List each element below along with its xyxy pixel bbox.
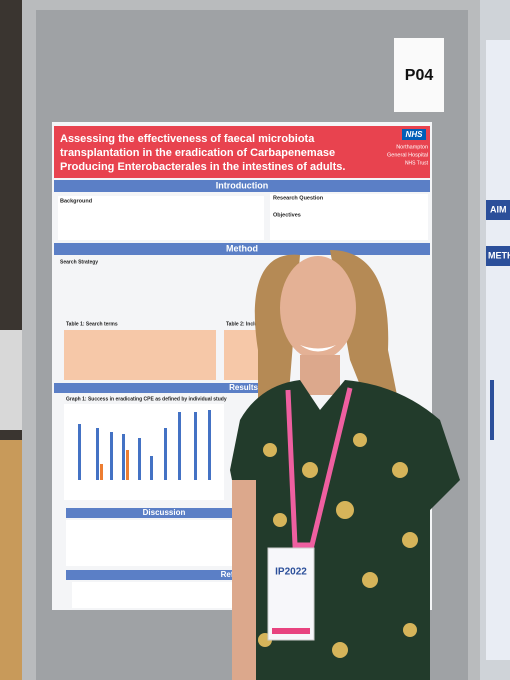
section-heading: Refe	[221, 570, 239, 579]
arm	[232, 480, 256, 680]
section-bar	[66, 508, 262, 518]
text-block	[66, 520, 262, 566]
nhs-logo-text: NHS	[406, 130, 424, 139]
graph	[64, 404, 224, 500]
subheading: Search Strategy	[60, 259, 98, 265]
badge-strip	[272, 628, 310, 634]
section-heading: Results	[229, 383, 258, 392]
poster-number: P04	[405, 67, 434, 84]
badge	[267, 547, 315, 641]
poster-title: Assessing the effectiveness of faecal mi…	[60, 133, 315, 145]
section-bar	[66, 570, 262, 580]
section-bar	[54, 383, 264, 393]
org: Northampton	[396, 144, 428, 150]
org: NHS Trust	[405, 160, 429, 166]
org: General Hospital	[387, 152, 428, 158]
face	[280, 256, 356, 360]
neck	[300, 355, 340, 395]
poster-title: transplantation in the eradication of Ca…	[60, 147, 335, 159]
side-header	[486, 246, 510, 266]
side-header	[486, 200, 510, 220]
graph-bars	[78, 410, 211, 480]
poster-title: Producing Enterobacterales in the intest…	[60, 161, 345, 173]
text-block	[72, 582, 240, 608]
section-heading: Discussion	[143, 508, 186, 517]
section-heading: Method	[226, 243, 258, 253]
table	[64, 330, 216, 380]
table-caption: Table 1: Search terms	[66, 321, 118, 327]
subheading: Background	[60, 198, 92, 204]
side-label: METHO	[488, 250, 510, 260]
side-label: AIM	[490, 204, 507, 214]
lanyard	[285, 387, 353, 548]
smile	[300, 345, 336, 352]
section-bar	[54, 180, 430, 192]
poster-number-card	[394, 38, 444, 112]
side-bar	[490, 380, 494, 440]
table-caption: Table 2: Inclusion and	[226, 321, 278, 327]
section-heading: Introduction	[216, 180, 269, 190]
badge-event: IP2022	[275, 567, 307, 578]
graph-caption: Graph 1: Success in eradicating CPE as d…	[66, 396, 227, 402]
subheading: Objectives	[273, 212, 301, 218]
subheading: Research Question	[273, 195, 324, 201]
text-block	[270, 194, 428, 240]
side-poster	[486, 40, 510, 660]
text-block	[58, 196, 264, 240]
title-banner	[54, 126, 430, 178]
nhs-logo	[402, 129, 426, 140]
